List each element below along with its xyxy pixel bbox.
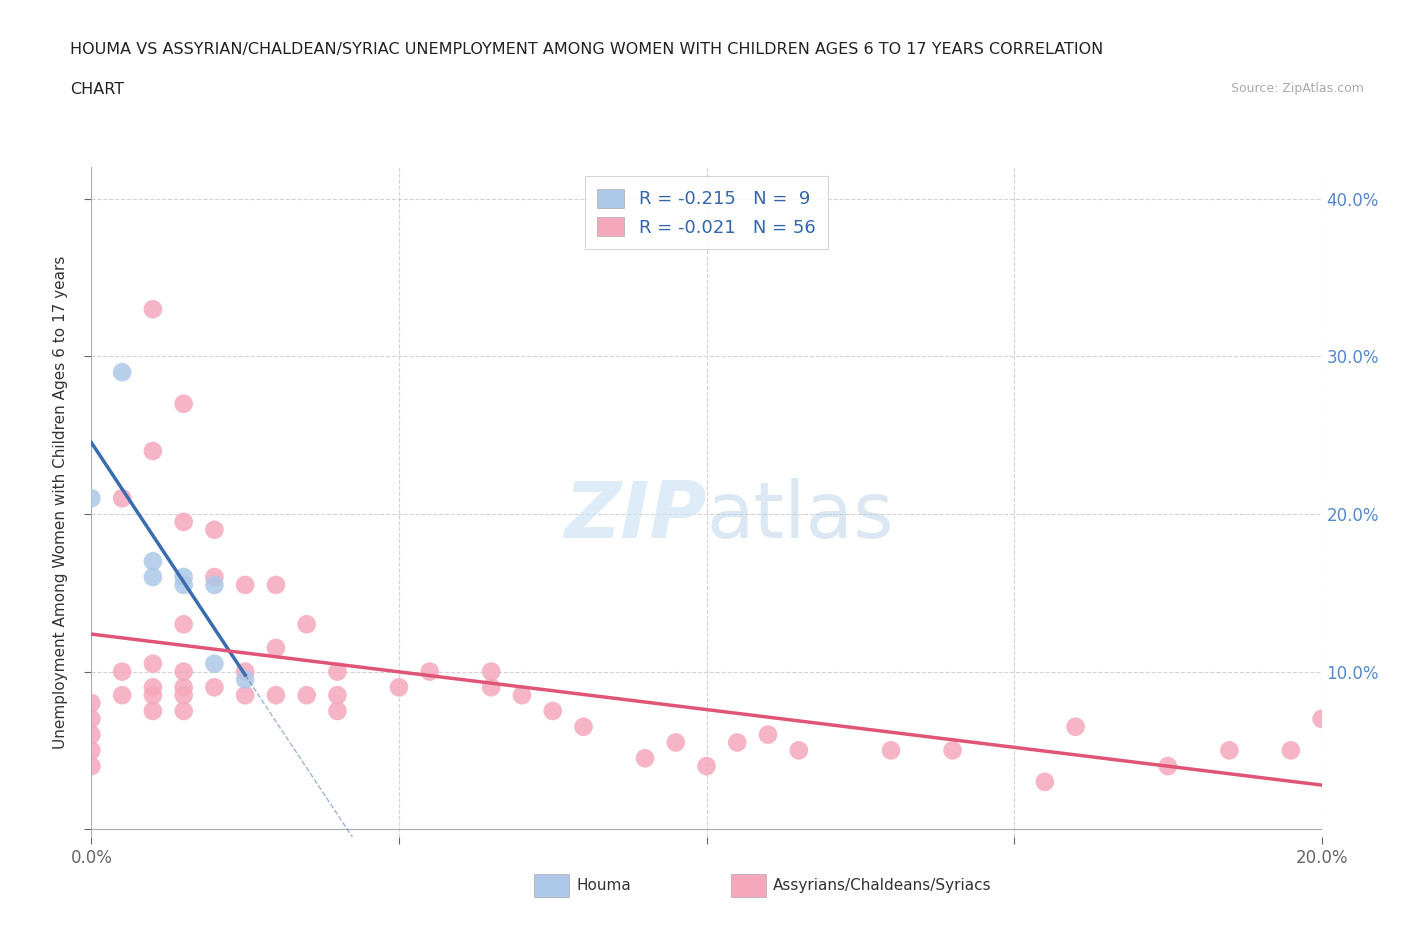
Text: Houma: Houma — [576, 878, 631, 893]
Point — [880, 743, 903, 758]
Point — [1064, 719, 1087, 734]
Point — [80, 743, 103, 758]
Point — [1310, 711, 1333, 726]
Point — [725, 735, 748, 750]
Point — [202, 569, 225, 584]
Point — [80, 491, 103, 506]
Point — [326, 664, 349, 679]
Point — [264, 578, 287, 592]
Point — [80, 727, 103, 742]
Point — [264, 688, 287, 703]
Point — [696, 759, 718, 774]
Text: Assyrians/Chaldeans/Syriacs: Assyrians/Chaldeans/Syriacs — [773, 878, 991, 893]
Point — [510, 688, 533, 703]
Point — [264, 641, 287, 656]
Point — [295, 688, 318, 703]
Text: CHART: CHART — [70, 82, 124, 97]
Point — [326, 688, 349, 703]
Point — [787, 743, 810, 758]
Point — [142, 444, 165, 458]
Point — [326, 703, 349, 718]
Point — [173, 396, 195, 411]
Point — [202, 578, 225, 592]
Text: atlas: atlas — [706, 478, 894, 553]
Point — [756, 727, 779, 742]
Point — [541, 703, 564, 718]
Y-axis label: Unemployment Among Women with Children Ages 6 to 17 years: Unemployment Among Women with Children A… — [53, 256, 69, 749]
Point — [233, 664, 256, 679]
Text: HOUMA VS ASSYRIAN/CHALDEAN/SYRIAC UNEMPLOYMENT AMONG WOMEN WITH CHILDREN AGES 6 : HOUMA VS ASSYRIAN/CHALDEAN/SYRIAC UNEMPL… — [70, 42, 1104, 57]
Point — [233, 672, 256, 687]
Point — [634, 751, 657, 765]
Point — [173, 688, 195, 703]
Point — [173, 680, 195, 695]
Point — [233, 688, 256, 703]
Point — [233, 578, 256, 592]
Point — [142, 569, 165, 584]
Point — [1218, 743, 1240, 758]
Point — [142, 688, 165, 703]
Point — [111, 365, 134, 379]
Point — [202, 680, 225, 695]
Point — [142, 554, 165, 569]
Point — [80, 759, 103, 774]
Point — [173, 617, 195, 631]
Point — [142, 680, 165, 695]
Point — [295, 617, 318, 631]
Point — [388, 680, 411, 695]
Point — [665, 735, 688, 750]
Point — [942, 743, 965, 758]
Text: ZIP: ZIP — [564, 478, 706, 553]
Point — [111, 688, 134, 703]
Point — [111, 664, 134, 679]
Point — [173, 578, 195, 592]
Point — [572, 719, 595, 734]
Point — [479, 680, 502, 695]
Point — [173, 664, 195, 679]
Point — [142, 657, 165, 671]
Point — [202, 657, 225, 671]
Legend: R = -0.215   N =  9, R = -0.021   N = 56: R = -0.215 N = 9, R = -0.021 N = 56 — [585, 177, 828, 249]
Point — [173, 703, 195, 718]
Point — [1157, 759, 1180, 774]
Point — [419, 664, 441, 679]
Point — [1279, 743, 1302, 758]
Point — [80, 711, 103, 726]
Point — [479, 664, 502, 679]
Text: Source: ZipAtlas.com: Source: ZipAtlas.com — [1230, 82, 1364, 95]
Point — [173, 569, 195, 584]
Point — [142, 301, 165, 316]
Point — [142, 703, 165, 718]
Point — [173, 514, 195, 529]
Point — [202, 523, 225, 538]
Point — [1033, 775, 1056, 790]
Point — [111, 491, 134, 506]
Point — [80, 696, 103, 711]
